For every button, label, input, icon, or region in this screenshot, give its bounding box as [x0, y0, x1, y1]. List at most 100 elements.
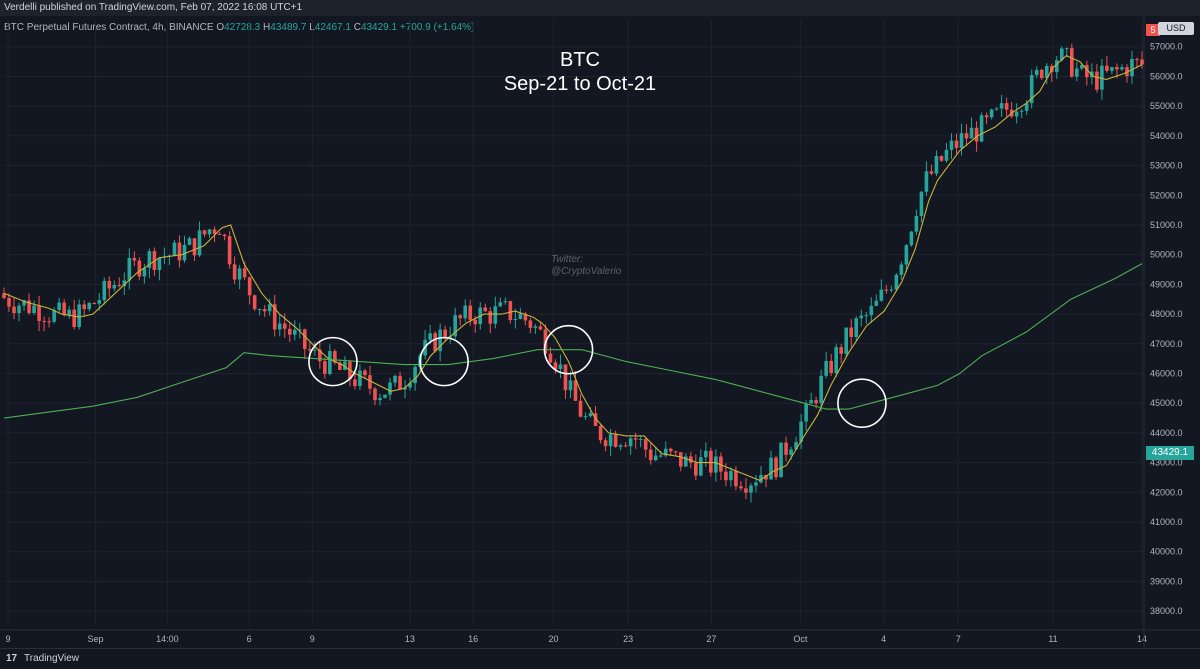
footer: 17 TradingView [0, 648, 1200, 669]
candle-body [683, 456, 688, 467]
currency-button[interactable]: USD [1158, 22, 1194, 35]
candle-body [528, 320, 533, 328]
candle-body [192, 238, 197, 256]
candle-body [473, 319, 478, 325]
candle-body [608, 434, 613, 447]
x-tick-label: 6 [247, 634, 252, 644]
candle-body [453, 315, 457, 337]
candle-body [67, 309, 71, 316]
open-label: O [216, 22, 225, 33]
candle-body [794, 442, 798, 450]
candle-body [343, 361, 347, 370]
candle-body [944, 149, 949, 161]
candle-body [1140, 59, 1144, 65]
y-tick-label: 56000.0 [1150, 71, 1183, 81]
x-tick-label: 20 [548, 634, 558, 644]
candle-body [929, 171, 934, 174]
candle-body [373, 388, 377, 401]
candle-body [824, 361, 828, 376]
candle-body [438, 329, 442, 352]
y-tick-label: 46000.0 [1150, 369, 1183, 379]
candle-body [302, 329, 307, 350]
candle-body [994, 108, 999, 110]
candle-body [428, 333, 432, 340]
candle-body [37, 305, 41, 321]
y-tick-label: 44000.0 [1150, 428, 1183, 438]
candle-body [383, 394, 387, 398]
candle-body [729, 470, 733, 481]
candle-body [939, 156, 944, 161]
candle-body [62, 302, 66, 316]
candle-body [232, 264, 237, 280]
candle-body [17, 305, 21, 314]
x-tick-label: Sep [88, 634, 104, 644]
x-tick-label: 11 [1048, 634, 1057, 644]
candle-body [1085, 65, 1089, 78]
candle-body [353, 379, 357, 387]
candle-body [1065, 48, 1069, 50]
candle-body [403, 387, 407, 390]
candle-body [1054, 60, 1059, 73]
candle-body [117, 285, 122, 287]
candle-body [267, 304, 272, 312]
y-tick-label: 52000.0 [1150, 190, 1183, 200]
tradingview-logo-icon: 17 [6, 653, 18, 664]
short-ma-line [3, 54, 1143, 482]
candle-body [513, 318, 518, 321]
x-tick-label: Oct [793, 634, 808, 644]
candle-body [87, 303, 92, 310]
candle-body [984, 115, 989, 118]
candle-body [1070, 48, 1074, 77]
candle-body [859, 315, 864, 319]
candle-body [42, 320, 46, 322]
candle-body [458, 315, 463, 319]
candle-body [413, 366, 417, 384]
candle-body [252, 295, 257, 310]
candle-body [583, 416, 588, 418]
candle-body [1105, 65, 1109, 71]
candle-body [834, 347, 838, 373]
candle-body [538, 326, 543, 330]
candle-body [568, 380, 573, 391]
candle-body [889, 289, 894, 291]
candle-body [714, 456, 718, 473]
candle-body [593, 413, 598, 426]
x-tick-label: 23 [623, 634, 633, 644]
candle-body [909, 231, 914, 246]
candle-body [839, 347, 844, 354]
candle-body [1004, 103, 1009, 110]
candle-body [368, 375, 372, 389]
candle-body [754, 482, 758, 486]
candle-body [1135, 58, 1139, 60]
candle-body [1059, 48, 1064, 61]
y-tick-label: 45000.0 [1150, 398, 1183, 408]
candle-body [558, 364, 563, 370]
candle-body [328, 351, 332, 374]
candle-body [789, 449, 793, 455]
candle-body [1095, 71, 1099, 90]
y-tick-label: 47000.0 [1150, 339, 1183, 349]
candle-body [969, 127, 974, 139]
watermark-line-2: @CryptoValerio [551, 266, 622, 277]
x-tick-label: 14 [1137, 634, 1147, 644]
candle-body [689, 456, 693, 463]
candle-body [47, 321, 51, 323]
candle-body [694, 462, 698, 476]
candle-body [959, 133, 964, 149]
chart-annotation: BTC Sep-21 to Oct-21 [470, 48, 690, 96]
candle-body [333, 351, 337, 363]
candle-body [57, 302, 61, 311]
candle-body [137, 260, 142, 277]
symbol-name[interactable]: BTC Perpetual Futures Contract, 4h, BINA… [4, 22, 214, 33]
candle-body [618, 445, 623, 447]
candle-body [147, 251, 152, 269]
candle-body [142, 268, 147, 277]
candle-body [673, 451, 678, 453]
candle-body [187, 238, 192, 245]
candle-body [1115, 67, 1119, 70]
candle-body [869, 305, 874, 316]
price-chart[interactable]: 57000.0 56000.0 55000.0 54000.0 53000.0 52000… [0, 16, 1200, 648]
annotation-line-2: Sep-21 to Oct-21 [503, 73, 657, 95]
candle-body [663, 448, 668, 456]
open-value: 42728.3 [224, 22, 261, 33]
